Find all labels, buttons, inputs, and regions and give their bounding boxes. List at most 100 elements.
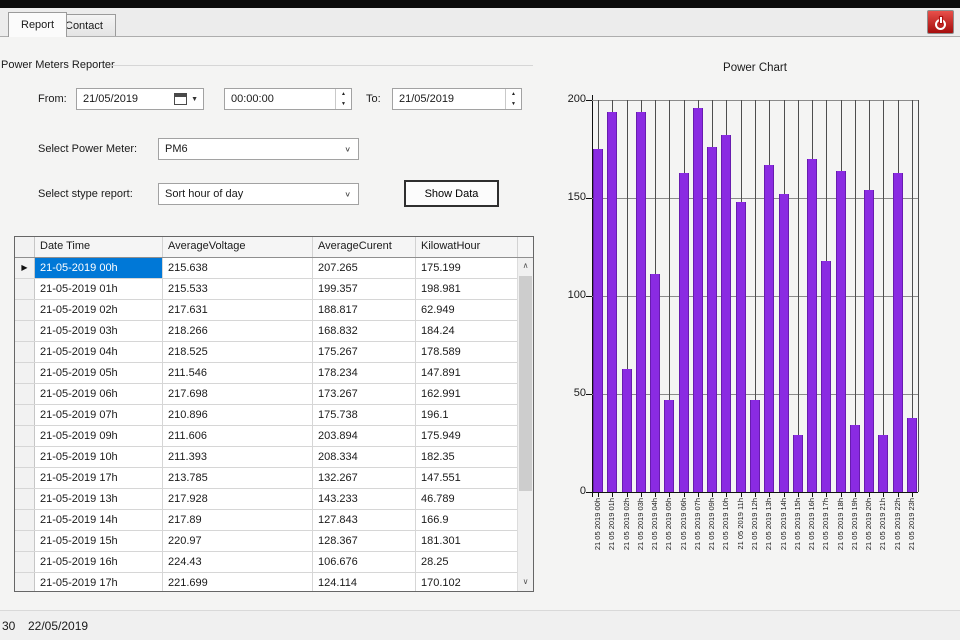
spin-down-icon[interactable]: ▼ [336, 99, 351, 109]
report-type-select[interactable]: Sort hour of day ∨ [158, 183, 359, 205]
grid-cell[interactable]: 224.43 [163, 552, 313, 572]
spin-up-icon[interactable]: ▲ [506, 89, 521, 99]
grid-cell[interactable]: 106.676 [313, 552, 416, 572]
table-row[interactable]: 21-05-2019 04h218.525175.267178.589 [15, 342, 533, 363]
grid-cell[interactable]: 175.738 [313, 405, 416, 425]
grid-cell[interactable]: 217.631 [163, 300, 313, 320]
scrollbar-thumb[interactable] [519, 276, 532, 491]
grid-cell[interactable]: 175.949 [416, 426, 518, 446]
grid-cell[interactable]: 182.35 [416, 447, 518, 467]
row-header[interactable] [15, 531, 35, 551]
grid-cell[interactable]: 178.234 [313, 363, 416, 383]
grid-cell[interactable]: 21-05-2019 09h [35, 426, 163, 446]
spin-up-icon[interactable]: ▲ [336, 89, 351, 99]
table-row[interactable]: 21-05-2019 16h224.43106.67628.25 [15, 552, 533, 573]
table-row[interactable]: 21-05-2019 02h217.631188.81762.949 [15, 300, 533, 321]
grid-cell[interactable]: 188.817 [313, 300, 416, 320]
vertical-scrollbar[interactable]: ∧ ∨ [517, 258, 533, 591]
grid-cell[interactable]: 207.265 [313, 258, 416, 278]
grid-cell[interactable]: 168.832 [313, 321, 416, 341]
grid-cell[interactable]: 21-05-2019 04h [35, 342, 163, 362]
grid-cell[interactable]: 21-05-2019 01h [35, 279, 163, 299]
grid-cell[interactable]: 166.9 [416, 510, 518, 530]
grid-cell[interactable]: 21-05-2019 03h [35, 321, 163, 341]
grid-cell[interactable]: 147.551 [416, 468, 518, 488]
grid-cell[interactable]: 21-05-2019 06h [35, 384, 163, 404]
grid-cell[interactable]: 210.896 [163, 405, 313, 425]
data-grid[interactable]: Date Time AverageVoltage AverageCurent K… [14, 236, 534, 592]
grid-cell[interactable]: 220.97 [163, 531, 313, 551]
grid-cell[interactable]: 211.606 [163, 426, 313, 446]
grid-cell[interactable]: 213.785 [163, 468, 313, 488]
grid-cell[interactable]: 21-05-2019 17h [35, 468, 163, 488]
table-row[interactable]: 21-05-2019 13h217.928143.23346.789 [15, 489, 533, 510]
row-header[interactable] [15, 573, 35, 591]
grid-cell[interactable]: 217.89 [163, 510, 313, 530]
current-row-arrow-icon[interactable]: ▶ [15, 258, 35, 278]
grid-cell[interactable]: 162.991 [416, 384, 518, 404]
grid-cell[interactable]: 211.393 [163, 447, 313, 467]
grid-cell[interactable]: 21-05-2019 17h [35, 573, 163, 591]
row-header[interactable] [15, 552, 35, 572]
grid-cell[interactable]: 28.25 [416, 552, 518, 572]
from-time-picker[interactable]: 00:00:00 ▲▼ [224, 88, 352, 110]
row-header[interactable] [15, 468, 35, 488]
grid-cell[interactable]: 124.114 [313, 573, 416, 591]
table-row[interactable]: 21-05-2019 06h217.698173.267162.991 [15, 384, 533, 405]
grid-cell[interactable]: 196.1 [416, 405, 518, 425]
dropdown-arrow-icon[interactable]: ▼ [191, 96, 198, 103]
from-date-picker[interactable]: 21/05/2019 ▼ [76, 88, 204, 110]
table-row[interactable]: 21-05-2019 17h221.699124.114170.102 [15, 573, 533, 591]
grid-cell[interactable]: 208.334 [313, 447, 416, 467]
spin-down-icon[interactable]: ▼ [506, 99, 521, 109]
grid-cell[interactable]: 147.891 [416, 363, 518, 383]
grid-cell[interactable]: 198.981 [416, 279, 518, 299]
row-header[interactable] [15, 405, 35, 425]
row-header[interactable] [15, 321, 35, 341]
power-meter-select[interactable]: PM6 ∨ [158, 138, 359, 160]
show-data-button[interactable]: Show Data [404, 180, 499, 207]
table-row[interactable]: 21-05-2019 09h211.606203.894175.949 [15, 426, 533, 447]
grid-cell[interactable]: 175.267 [313, 342, 416, 362]
row-header[interactable] [15, 363, 35, 383]
grid-cell[interactable]: 127.843 [313, 510, 416, 530]
grid-cell[interactable]: 217.928 [163, 489, 313, 509]
grid-cell[interactable]: 175.199 [416, 258, 518, 278]
grid-cell[interactable]: 21-05-2019 13h [35, 489, 163, 509]
table-row[interactable]: 21-05-2019 14h217.89127.843166.9 [15, 510, 533, 531]
grid-cell[interactable]: 215.533 [163, 279, 313, 299]
grid-cell[interactable]: 203.894 [313, 426, 416, 446]
power-button[interactable] [927, 10, 954, 34]
grid-cell[interactable]: 46.789 [416, 489, 518, 509]
grid-cell[interactable]: 181.301 [416, 531, 518, 551]
grid-cell[interactable]: 215.638 [163, 258, 313, 278]
grid-cell[interactable]: 173.267 [313, 384, 416, 404]
grid-cell[interactable]: 178.589 [416, 342, 518, 362]
row-header[interactable] [15, 300, 35, 320]
scroll-up-icon[interactable]: ∧ [518, 258, 533, 275]
grid-cell[interactable]: 21-05-2019 02h [35, 300, 163, 320]
column-header-datetime[interactable]: Date Time [35, 237, 163, 257]
grid-cell[interactable]: 218.525 [163, 342, 313, 362]
table-row[interactable]: 21-05-2019 15h220.97128.367181.301 [15, 531, 533, 552]
column-header-kilowathour[interactable]: KilowatHour [416, 237, 518, 257]
scroll-down-icon[interactable]: ∨ [518, 574, 533, 591]
table-row[interactable]: 21-05-2019 03h218.266168.832184.24 [15, 321, 533, 342]
grid-cell[interactable]: 21-05-2019 14h [35, 510, 163, 530]
table-row[interactable]: ▶21-05-2019 00h215.638207.265175.199 [15, 258, 533, 279]
calendar-icon[interactable] [174, 93, 187, 105]
grid-cell[interactable]: 132.267 [313, 468, 416, 488]
tab-report[interactable]: Report [8, 12, 67, 37]
grid-cell[interactable]: 218.266 [163, 321, 313, 341]
row-header[interactable] [15, 447, 35, 467]
grid-cell[interactable]: 170.102 [416, 573, 518, 591]
row-header[interactable] [15, 384, 35, 404]
to-date-picker[interactable]: 21/05/2019 ▲▼ [392, 88, 522, 110]
table-row[interactable]: 21-05-2019 10h211.393208.334182.35 [15, 447, 533, 468]
grid-cell[interactable]: 62.949 [416, 300, 518, 320]
column-header-averagevoltage[interactable]: AverageVoltage [163, 237, 313, 257]
grid-cell[interactable]: 21-05-2019 00h [35, 258, 163, 278]
row-header[interactable] [15, 510, 35, 530]
table-row[interactable]: 21-05-2019 01h215.533199.357198.981 [15, 279, 533, 300]
row-header[interactable] [15, 489, 35, 509]
